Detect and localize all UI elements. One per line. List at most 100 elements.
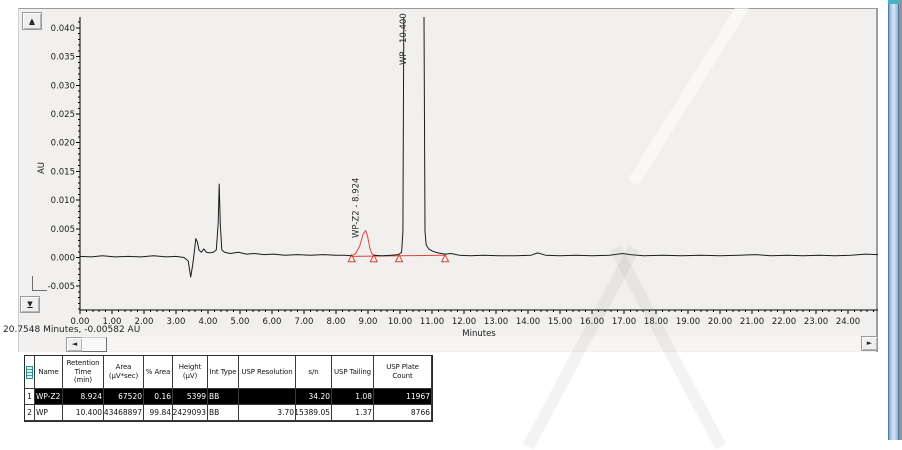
column-header-corner[interactable]: [25, 356, 35, 389]
column-header-res[interactable]: USP Resolution: [239, 356, 296, 389]
y-tick-label: 0.035: [51, 53, 75, 63]
y-tick-label: 0.020: [51, 139, 75, 149]
chromatogram-plot[interactable]: 0.0400.0350.0300.0250.0200.0150.0100.005…: [18, 8, 878, 352]
x-axis-title: Minutes: [462, 329, 496, 339]
scroll-left-button[interactable]: ◄: [66, 337, 83, 352]
x-tick-label: 16.00: [580, 317, 604, 327]
scroll-up-icon: ▲: [29, 16, 35, 25]
x-tick-label: 0.00: [71, 317, 90, 327]
y-tick-label: 0.010: [51, 196, 75, 206]
peak-row-2-sn[interactable]: 15389.05: [296, 405, 332, 421]
x-tick-label: 24.00: [836, 317, 860, 327]
x-tick-label: 15.00: [548, 317, 572, 327]
y-axis-title: AU: [37, 162, 47, 174]
x-tick-label: 12.00: [452, 317, 476, 327]
x-tick-label: 7.00: [295, 317, 314, 327]
x-tick-label: 6.00: [263, 317, 282, 327]
peak-row-2-height[interactable]: 2429093: [173, 405, 208, 421]
x-tick-label: 20.00: [708, 317, 732, 327]
peak-row-1-pct[interactable]: 0.16: [144, 389, 173, 405]
peak-marker-icon: [394, 253, 404, 263]
peak-row-1-plate[interactable]: 11967: [374, 389, 432, 405]
scroll-down-button[interactable]: ▼: [20, 296, 40, 313]
y-tick-label: 0.000: [51, 254, 75, 264]
peak-row-1-number[interactable]: 1: [25, 389, 35, 405]
peak-row-2-number[interactable]: 2: [25, 405, 35, 421]
cursor-position-readout: 20.7548 Minutes, -0.00582 AU: [3, 325, 141, 335]
peak-row-1-int[interactable]: BB: [208, 389, 239, 405]
scroll-right-button[interactable]: ►: [861, 336, 878, 351]
y-tick-label: 0.005: [51, 225, 75, 235]
scroll-down-icon: ▼: [27, 300, 33, 308]
series-peak-wp-z2: [351, 230, 375, 257]
peak-row-2-name[interactable]: WP: [35, 405, 63, 421]
x-tick-label: 11.00: [420, 317, 444, 327]
horizontal-scrollbar-thumb[interactable]: [82, 337, 107, 352]
x-ticks: [79, 310, 875, 314]
peak-row-2-res[interactable]: 3.70: [239, 405, 296, 421]
peak-results-table: Name Retention Time (min) Area (µV*sec)% A…: [24, 355, 433, 422]
x-tick-label: 17.00: [612, 317, 636, 327]
column-header-area[interactable]: Area (µV*sec): [104, 356, 144, 389]
x-tick-label: 22.00: [772, 317, 796, 327]
axes: [79, 17, 878, 311]
column-header-rt[interactable]: Retention Time (min): [63, 356, 104, 389]
peak-row-1-sn[interactable]: 34.20: [296, 389, 332, 405]
y-tick-label: 0.040: [51, 24, 75, 34]
peak-row-1-area[interactable]: 67520: [104, 389, 144, 405]
scroll-right-icon: ►: [866, 339, 873, 347]
y-tick-label: -0.005: [48, 282, 75, 292]
y-tick-label: 0.015: [51, 167, 75, 177]
peak-row-2-plate[interactable]: 8766: [374, 405, 432, 421]
x-tick-label: 14.00: [516, 317, 540, 327]
peak-label: WP - 10.400: [399, 13, 409, 65]
scroll-left-icon: ◄: [71, 340, 78, 348]
peak-row-1-tail[interactable]: 1.08: [332, 389, 374, 405]
x-tick-label: 23.00: [804, 317, 828, 327]
x-tick-label: 4.00: [199, 317, 218, 327]
y-tick-label: 0.025: [51, 110, 75, 120]
x-tick-label: 2.00: [135, 317, 154, 327]
table-corner-icon: [26, 365, 33, 379]
x-tick-label: 8.00: [327, 317, 346, 327]
x-tick-label: 3.00: [167, 317, 186, 327]
resize-corner-icon: [32, 276, 47, 291]
integration-marks: [347, 253, 450, 263]
x-tick-label: 10.00: [388, 317, 412, 327]
window-edge-stripe-tip: [888, 0, 899, 4]
column-header-tail[interactable]: USP Tailing: [332, 356, 374, 389]
peak-row-2-pct[interactable]: 99.84: [144, 405, 173, 421]
x-tick-label: 1.00: [103, 317, 122, 327]
column-header-sn[interactable]: s/n: [296, 356, 332, 389]
peak-marker-icon: [440, 253, 450, 263]
peak-label: WP-Z2 - 8.924: [352, 178, 362, 238]
window-edge-stripe: [888, 0, 899, 440]
peak-row-2-rt[interactable]: 10.400: [63, 405, 104, 421]
x-tick-label: 18.00: [644, 317, 668, 327]
column-header-name[interactable]: Name: [35, 356, 63, 389]
peak-row-2-area[interactable]: 43468897: [104, 405, 144, 421]
x-tick-label: 13.00: [484, 317, 508, 327]
column-header-pct[interactable]: % Area: [144, 356, 173, 389]
series-trace-before-peaks: [80, 183, 352, 278]
horizontal-scrollbar[interactable]: [66, 336, 877, 351]
column-header-height[interactable]: Height (µV): [173, 356, 208, 389]
x-tick-label: 19.00: [676, 317, 700, 327]
series-trace-wp-and-after: [373, 17, 878, 257]
peak-row-1-res[interactable]: [239, 389, 296, 405]
peak-marker-icon: [347, 253, 356, 263]
peak-row-2-int[interactable]: BB: [208, 405, 239, 421]
window-edge-gray: [899, 0, 902, 440]
peak-marker-icon: [369, 253, 379, 263]
peak-row-1-rt[interactable]: 8.924: [63, 389, 104, 405]
peak-row-1-height[interactable]: 5399: [173, 389, 208, 405]
x-tick-label: 5.00: [231, 317, 250, 327]
peak-row-2-tail[interactable]: 1.37: [332, 405, 374, 421]
tick-labels: 0.0400.0350.0300.0250.0200.0150.0100.005…: [48, 24, 861, 327]
peak-row-1-name[interactable]: WP-Z2: [35, 389, 63, 405]
y-ticks: [76, 21, 80, 310]
x-tick-label: 9.00: [359, 317, 378, 327]
scroll-up-button[interactable]: ▲: [22, 12, 42, 30]
column-header-int[interactable]: Int Type: [208, 356, 239, 389]
column-header-plate[interactable]: USP Plate Count: [374, 356, 432, 389]
